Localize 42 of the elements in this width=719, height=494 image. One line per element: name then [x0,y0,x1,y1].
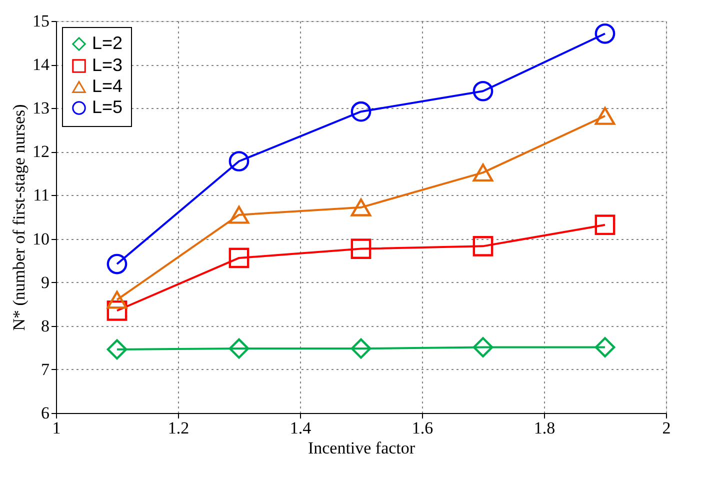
point [106,254,128,274]
y-tick-label: 8 [41,316,50,336]
point [472,337,494,358]
point [350,338,372,359]
x-tick-label: 1 [52,418,61,438]
point [228,338,250,359]
x-tick-label: 2 [662,418,671,438]
x-tick-label: 1.2 [168,418,190,438]
point [594,23,616,44]
y-tick-label: 13 [32,98,50,118]
y-tick-label: 7 [41,360,50,379]
point [350,238,372,259]
legend-label: L=4 [92,76,123,96]
point [594,106,616,125]
point [472,164,494,182]
point [350,101,372,122]
y-tick-label: 6 [41,404,50,422]
point [350,198,372,216]
point [106,339,128,360]
point [472,80,494,102]
point [228,151,250,172]
y-axis-title: N* (number of first-stage nurses) [10,104,28,331]
point [594,337,616,358]
x-tick-label: 1.8 [534,418,556,438]
point [106,300,128,321]
point [106,290,128,309]
y-tick-label: 15 [32,12,50,30]
x-tick-label: 1.6 [412,418,434,438]
point [472,236,494,256]
y-tick-label: 10 [32,229,50,248]
x-axis-title: Incentive factor [308,438,416,458]
legend-label: L=2 [92,33,123,53]
y-tick-label: 12 [32,142,50,162]
point [228,206,250,224]
y-tick-label: 14 [32,55,50,74]
legend-label: L=5 [92,97,123,117]
legend-label: L=3 [92,55,123,75]
point [228,248,250,268]
y-tick-label: 11 [33,186,50,205]
x-tick-label: 1.4 [290,418,312,438]
point [594,214,616,236]
y-tick-label: 9 [41,272,50,292]
